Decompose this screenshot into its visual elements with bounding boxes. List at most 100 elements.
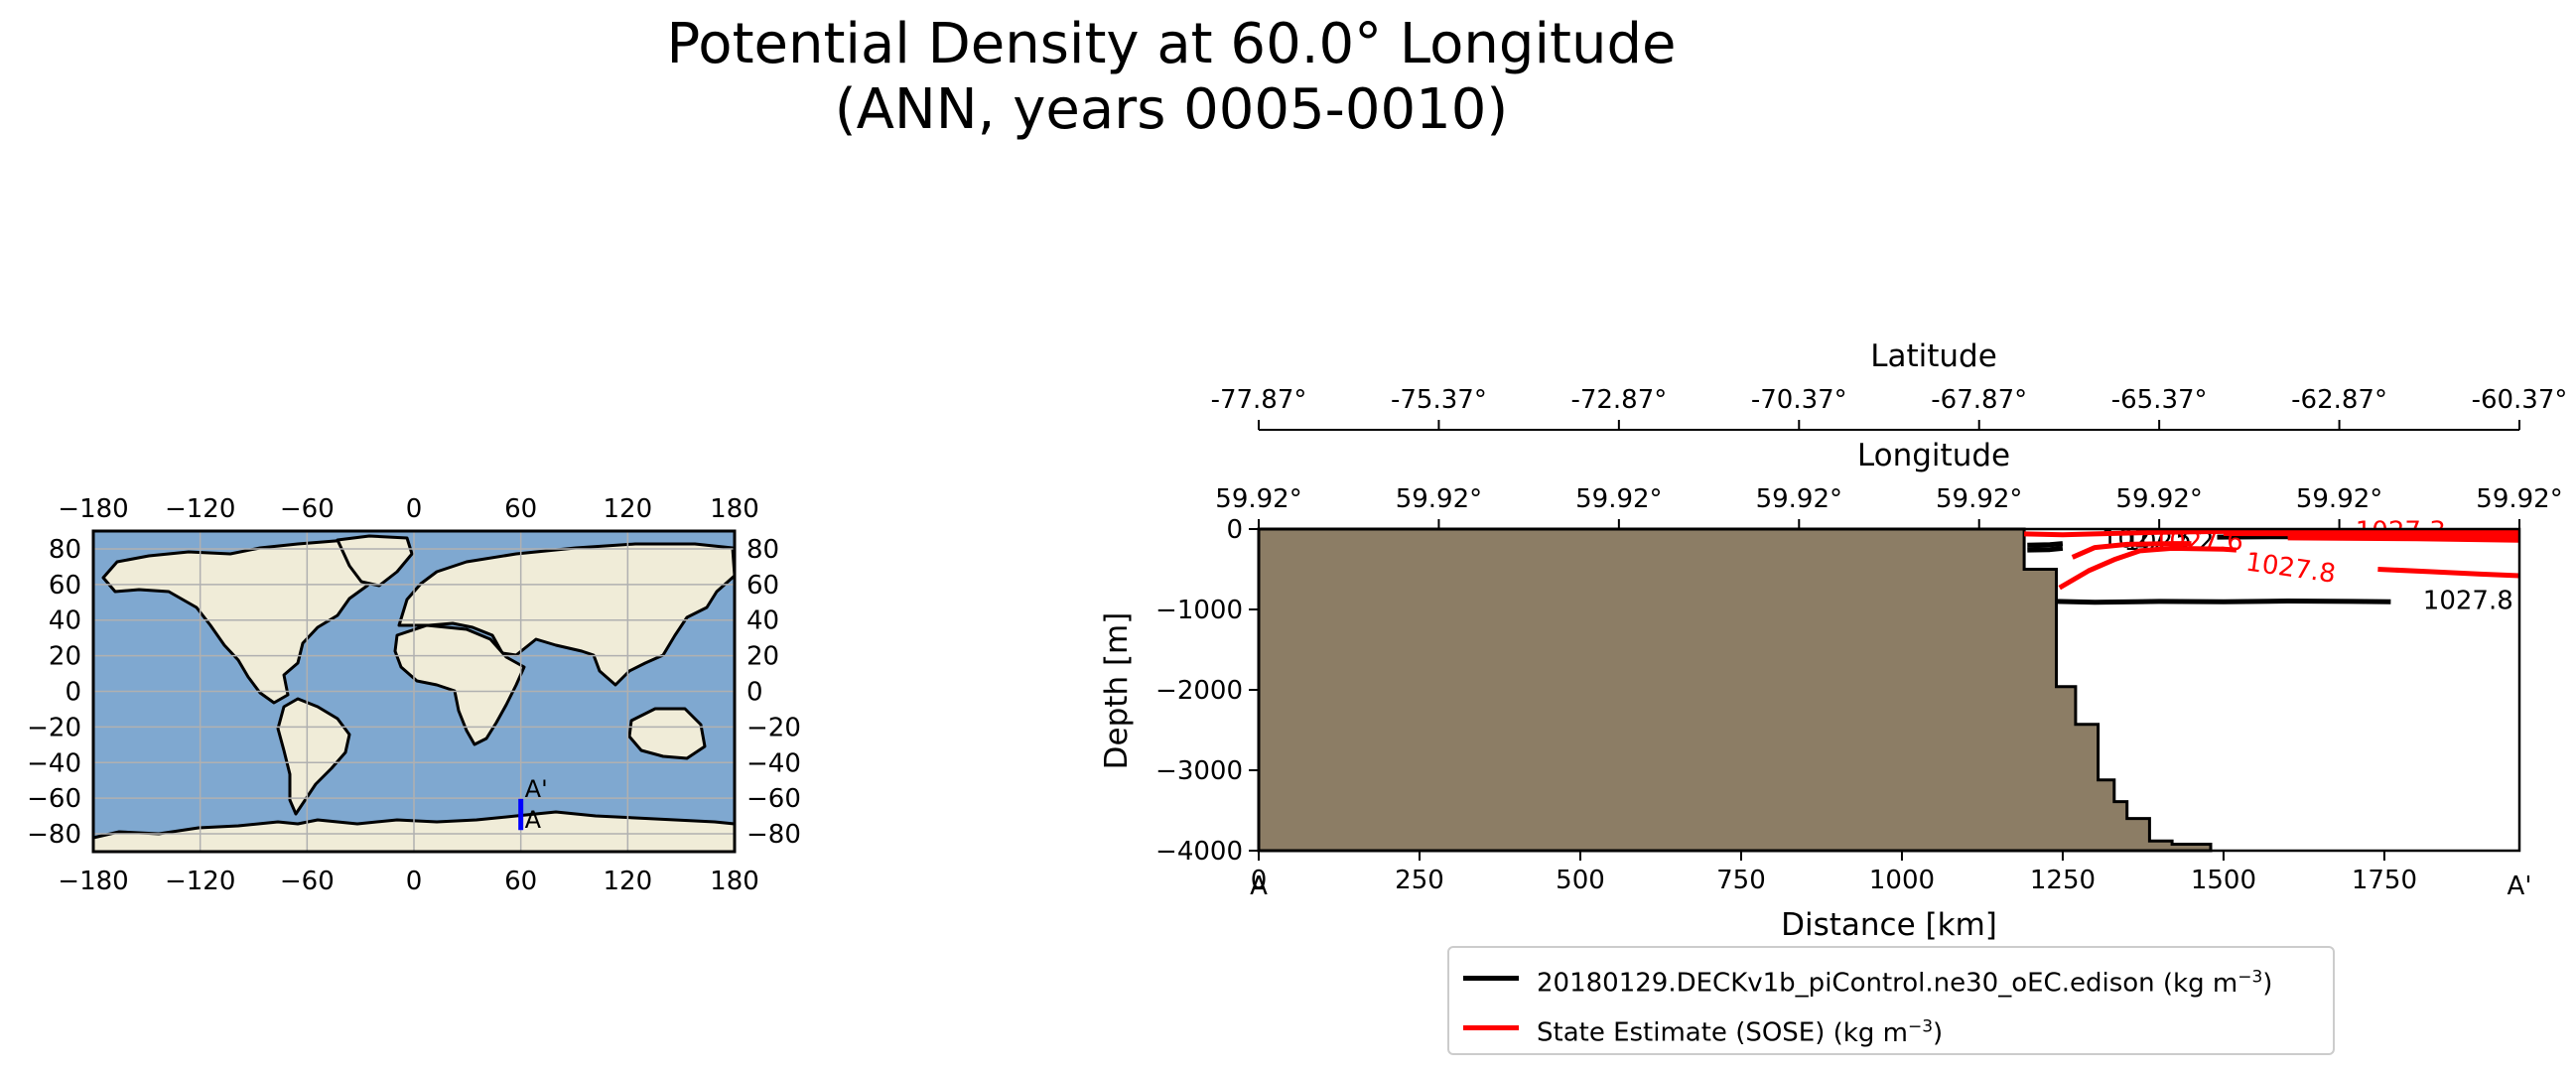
land-australia	[627, 707, 707, 760]
top-axis-tick-label: 59.92°	[2296, 484, 2382, 514]
x-tick-label: 1500	[2191, 866, 2256, 895]
top-axis-tick-label: -60.37°	[2472, 385, 2568, 415]
model-contour-line	[2027, 545, 2064, 553]
map-lat-tick-right: 40	[746, 606, 779, 636]
x-tick-label: 0	[1251, 866, 1268, 895]
map-lat-tick-left: −60	[27, 784, 81, 814]
obs-contour-line	[2071, 541, 2192, 560]
legend-label-obs-units: (kg m−3)	[1832, 1016, 1944, 1048]
model-contour-line	[2056, 599, 2391, 605]
map-lon-tick-top: 0	[406, 494, 423, 524]
top-axis-tick-label: 59.92°	[1936, 484, 2022, 514]
y-tick-label: −3000	[1155, 756, 1243, 786]
y-tick-label: −1000	[1155, 596, 1243, 625]
y-tick-label: −4000	[1155, 837, 1243, 867]
map-lon-tick-top: −180	[58, 494, 128, 524]
top-axis-tick-label: 59.92°	[1215, 484, 1301, 514]
map-lon-tick-bottom: −180	[58, 867, 128, 896]
map-lat-tick-right: −20	[746, 713, 801, 742]
top-axis-tick-label: -67.87°	[1931, 385, 2027, 415]
obs-contour-line	[2287, 535, 2520, 543]
map-transect-end-label: A'	[525, 775, 548, 803]
section-start-label: A	[1250, 872, 1268, 901]
map-frame	[91, 529, 737, 854]
map-lon-tick-top: 60	[504, 494, 537, 524]
map-lat-tick-right: 20	[746, 642, 779, 672]
x-tick-label: 1250	[2030, 866, 2096, 895]
legend-swatch-obs	[1463, 1025, 1519, 1030]
map-lon-tick-top: 120	[604, 494, 653, 524]
top-axis-tick-label: -70.37°	[1751, 385, 1847, 415]
obs-contour-line	[2024, 528, 2520, 538]
top-axis-label: Longitude	[1857, 438, 2010, 473]
map-lat-tick-right: 80	[746, 535, 779, 565]
legend-label-obs-name: State Estimate (SOSE)	[1537, 1017, 1826, 1048]
figure-title-line1: Potential Density at 60.0° Longitude	[666, 12, 1677, 76]
map-lat-tick-left: −40	[27, 748, 81, 778]
map-lat-tick-left: 40	[49, 606, 81, 636]
map-lat-tick-left: 20	[49, 642, 81, 672]
top-axis-tick-label: 59.92°	[1756, 484, 1842, 514]
map-panel: −180 −180 −120 −120 −60 −60 0 0 60 60 120 120 180 180…	[27, 494, 801, 896]
map-lon-tick-bottom: 180	[710, 867, 759, 896]
x-tick-label: 750	[1716, 866, 1766, 895]
top-axis-label: Latitude	[1870, 338, 1997, 374]
map-lon-tick-bottom: −120	[165, 867, 235, 896]
map-lat-tick-left: 0	[65, 678, 81, 708]
x-tick-label: 500	[1556, 866, 1605, 895]
map-lat-tick-left: 60	[49, 571, 81, 601]
legend-entry-obs: State Estimate (SOSE) (kg m−3)	[1449, 1006, 2333, 1048]
map-transect: A A'	[518, 775, 548, 834]
map-lon-tick-top: −60	[280, 494, 335, 524]
model-contour-label: 1027.8	[2423, 586, 2513, 615]
top-axis-tick-label: 59.92°	[2476, 484, 2562, 514]
map-tick-labels: −180 −180 −120 −120 −60 −60 0 0 60 60 120 120 180 180…	[27, 494, 801, 896]
legend-label-model: 20180129.DECKv1b_piControl.ne30_oEC.edis…	[1537, 957, 2272, 1004]
map-lat-tick-right: −40	[746, 748, 801, 778]
map-lat-tick-left: −80	[27, 820, 81, 850]
legend-label-model-name: 20180129.DECKv1b_piControl.ne30_oEC.edis…	[1537, 968, 2155, 999]
x-tick-label: 250	[1395, 866, 1444, 895]
map-lat-tick-left: 80	[49, 535, 81, 565]
top-axis-tick-label: -77.87°	[1211, 385, 1307, 415]
top-axis-tick-label: -72.87°	[1570, 385, 1667, 415]
top-axis-tick-label: 59.92°	[1575, 484, 1662, 514]
figure-title: Potential Density at 60.0° Longitude (AN…	[0, 12, 2343, 143]
map-lat-tick-right: 0	[746, 678, 763, 708]
x-tick-label: 1000	[1869, 866, 1935, 895]
y-axis-label: Depth [m]	[1099, 612, 1135, 770]
section-ticks: 0 250 500 750 1000 1250 1500 1750 A A' 0 −1000 −2000…	[1155, 515, 2531, 901]
figure-title-line2: (ANN, years 0005-0010)	[834, 77, 1509, 142]
model-contour-line	[2027, 541, 2064, 548]
map-lon-tick-top: 180	[710, 494, 759, 524]
legend-swatch-model	[1463, 976, 1519, 981]
top-axis-tick-label: 59.92°	[2115, 484, 2202, 514]
top-axis-tick-label: 59.92°	[1396, 484, 1482, 514]
map-lat-tick-right: −60	[746, 784, 801, 814]
legend-label-obs: State Estimate (SOSE) (kg m−3)	[1537, 1006, 1943, 1053]
map-lon-tick-bottom: 0	[406, 867, 423, 896]
x-axis-label: Distance [km]	[1781, 907, 1997, 943]
legend: 20180129.DECKv1b_piControl.ne30_oEC.edis…	[1447, 946, 2335, 1055]
map-lat-tick-left: −20	[27, 713, 81, 742]
map-transect-start-label: A	[525, 806, 542, 834]
map-lat-tick-right: −80	[746, 820, 801, 850]
legend-label-model-units: (kg m−3)	[2162, 967, 2273, 999]
top-axis-tick-label: -62.87°	[2291, 385, 2387, 415]
land-masses	[91, 534, 737, 854]
y-tick-label: 0	[1226, 515, 1243, 545]
bathymetry-fill	[1257, 527, 2213, 853]
legend-entry-model: 20180129.DECKv1b_piControl.ne30_oEC.edis…	[1449, 957, 2333, 999]
map-lon-tick-bottom: 120	[604, 867, 653, 896]
section-end-label: A'	[2508, 872, 2532, 901]
obs-contour-line	[2377, 567, 2520, 579]
map-lon-tick-bottom: −60	[280, 867, 335, 896]
map-lon-tick-bottom: 60	[504, 867, 537, 896]
obs-contour-line	[2058, 545, 2237, 591]
map-lon-tick-top: −120	[165, 494, 235, 524]
y-tick-label: −2000	[1155, 676, 1243, 706]
top-axes: -77.87° -75.37° -72.87° -70.37° -67.87° -65.3…	[1211, 338, 2568, 530]
map-lat-tick-right: 60	[746, 571, 779, 601]
